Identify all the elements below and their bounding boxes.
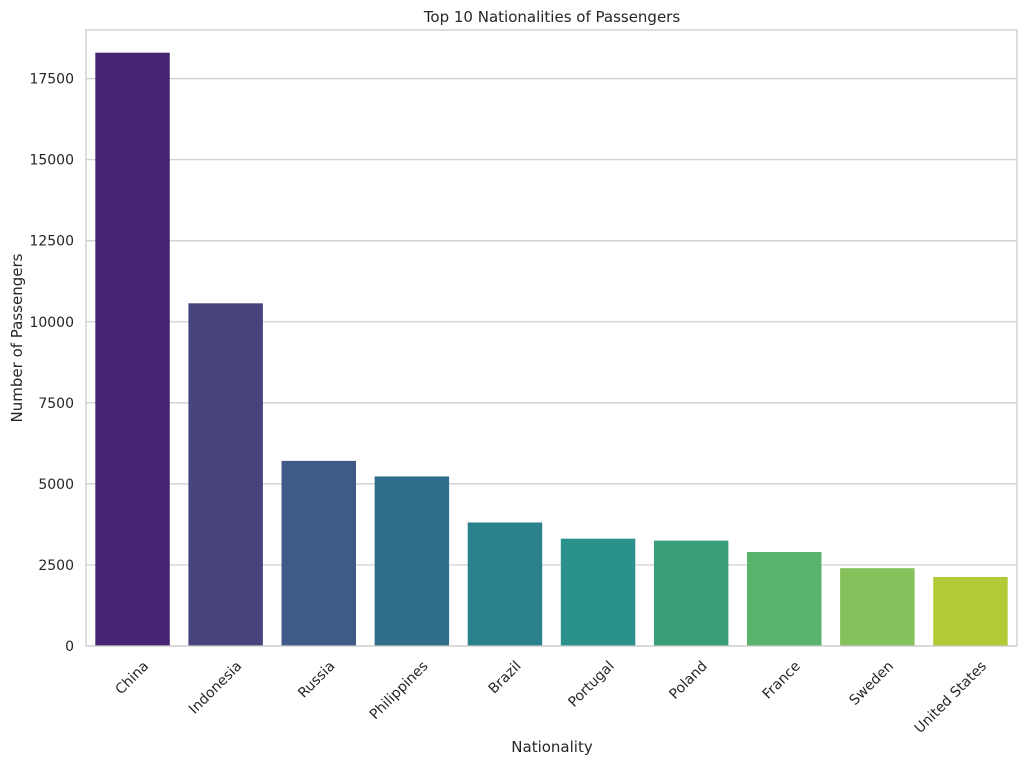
bar-indonesia xyxy=(188,303,263,646)
bars xyxy=(95,52,1008,646)
bar-brazil xyxy=(467,522,543,646)
bar-philippines xyxy=(374,476,450,646)
chart-title: Top 10 Nationalities of Passengers xyxy=(423,8,681,26)
y-tick-label-7: 17500 xyxy=(29,72,74,88)
x-axis-label: Nationality xyxy=(511,738,593,756)
bar-united-states xyxy=(933,576,1008,646)
y-tick-label-6: 15000 xyxy=(29,153,74,169)
plot-border xyxy=(85,29,1018,647)
y-tick-labels: 0 2500 5000 7500 10000 12500 15000 17500 xyxy=(29,72,74,655)
plot-frame xyxy=(85,29,1018,647)
bar-portugal xyxy=(560,538,636,646)
y-tick-label-2: 5000 xyxy=(38,477,74,493)
y-tick-label-4: 10000 xyxy=(29,315,74,331)
y-tick-label-3: 7500 xyxy=(38,396,74,412)
y-tick-label-1: 2500 xyxy=(38,558,74,574)
y-tick-label-5: 12500 xyxy=(29,234,74,250)
y-axis-label: Number of Passengers xyxy=(8,253,26,422)
bar-sweden xyxy=(840,568,915,646)
bar-poland xyxy=(653,540,729,646)
y-tick-label-0: 0 xyxy=(65,639,74,655)
bar-china xyxy=(95,52,170,646)
bar-russia xyxy=(281,460,356,646)
bar-france xyxy=(747,551,822,646)
